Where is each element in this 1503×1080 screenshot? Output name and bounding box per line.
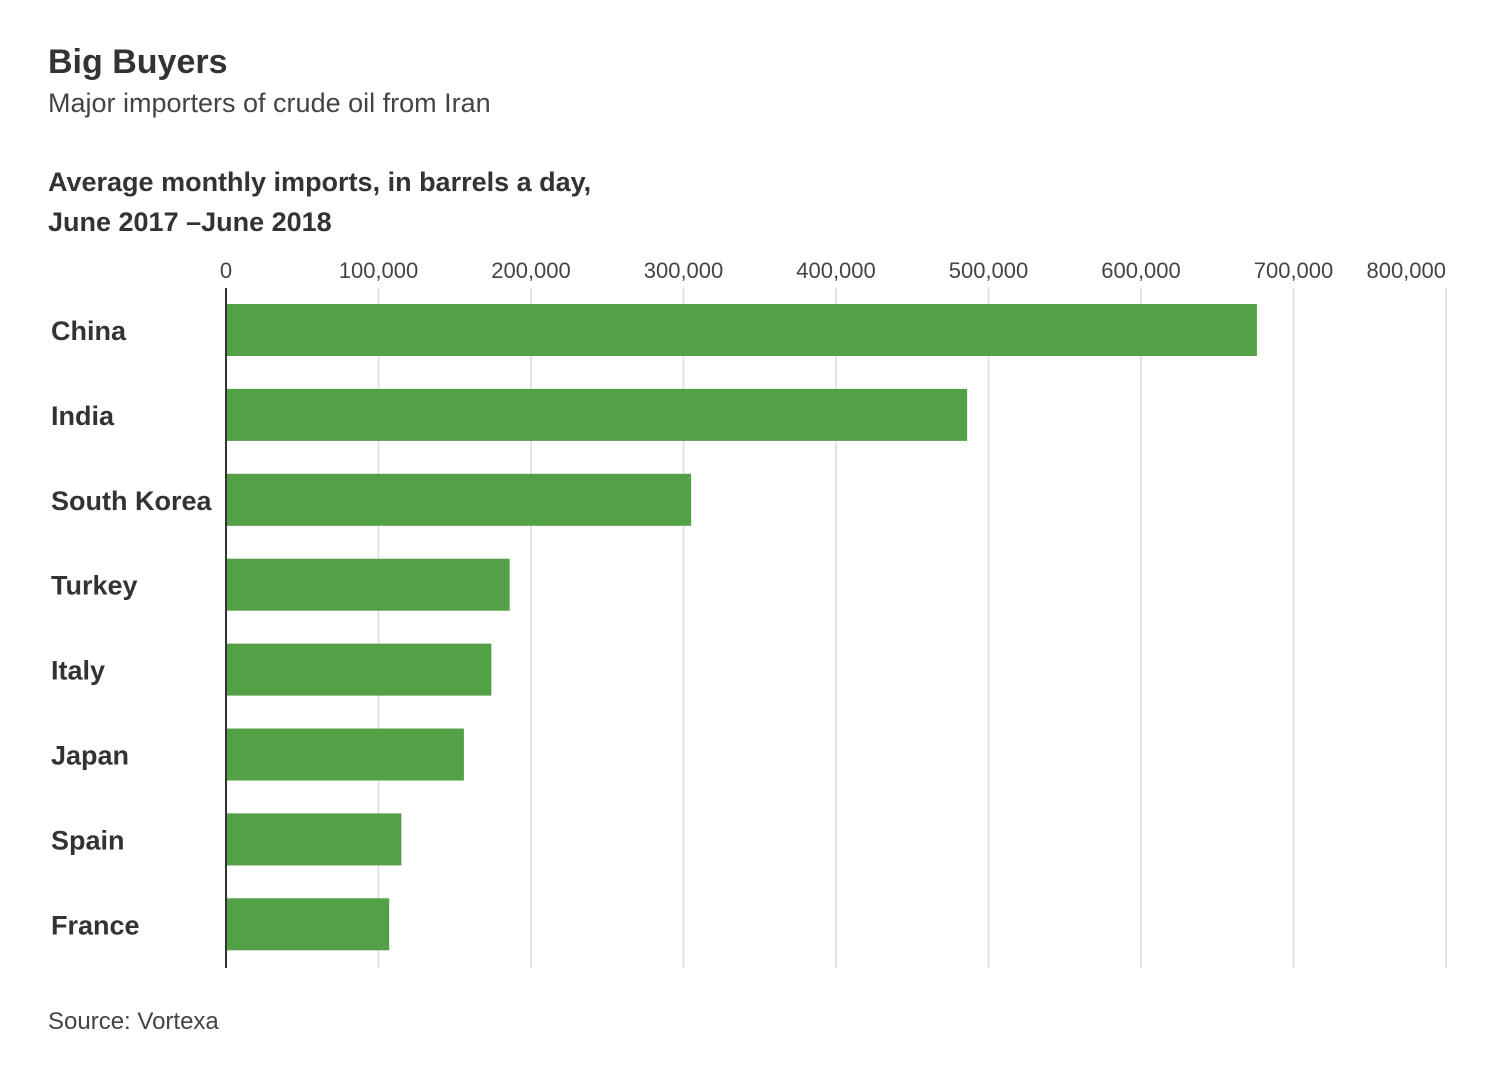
category-label: Japan [51, 741, 129, 771]
category-label: Italy [51, 656, 105, 686]
bar-turkey [226, 558, 510, 611]
source-note: Source: Vortexa [48, 1008, 219, 1035]
category-label: India [51, 401, 115, 431]
category-label: Turkey [51, 571, 138, 601]
x-tick-label: 800,000 [1366, 258, 1446, 283]
chart-subtitle: Major importers of crude oil from Iran [48, 88, 491, 118]
bars [226, 304, 1257, 951]
x-tick-label: 500,000 [949, 258, 1029, 283]
category-label: China [51, 316, 127, 346]
chart-title: Big Buyers [48, 43, 228, 81]
category-labels: China India South Korea Turkey Italy Japan Spa… [51, 316, 212, 940]
x-tick-label: 400,000 [796, 258, 876, 283]
x-tick-label: 200,000 [491, 258, 571, 283]
category-label: France [51, 910, 140, 940]
bar-china [226, 304, 1257, 356]
axis-heading: Average monthly imports, in barrels a da… [48, 162, 591, 242]
bar-south-korea [226, 473, 692, 526]
x-axis-ticks: 0 100,000 200,000 300,000 400,000 500,000 600,… [220, 258, 1446, 283]
x-tick-label: 700,000 [1254, 258, 1334, 283]
category-label: South Korea [51, 486, 212, 516]
x-tick-label: 100,000 [339, 258, 419, 283]
bar-spain [226, 813, 402, 866]
bar-japan [226, 728, 464, 781]
axis-heading-line-1: Average monthly imports, in barrels a da… [48, 167, 592, 197]
x-tick-label: 600,000 [1101, 258, 1181, 283]
bar-france [226, 898, 390, 951]
x-tick-label: 0 [220, 258, 232, 283]
category-label: Spain [51, 825, 125, 855]
bar-italy [226, 643, 492, 696]
bar-india [226, 388, 968, 441]
x-tick-label: 300,000 [644, 258, 724, 283]
axis-heading-line-2: June 2017 –June 2018 [48, 207, 332, 237]
